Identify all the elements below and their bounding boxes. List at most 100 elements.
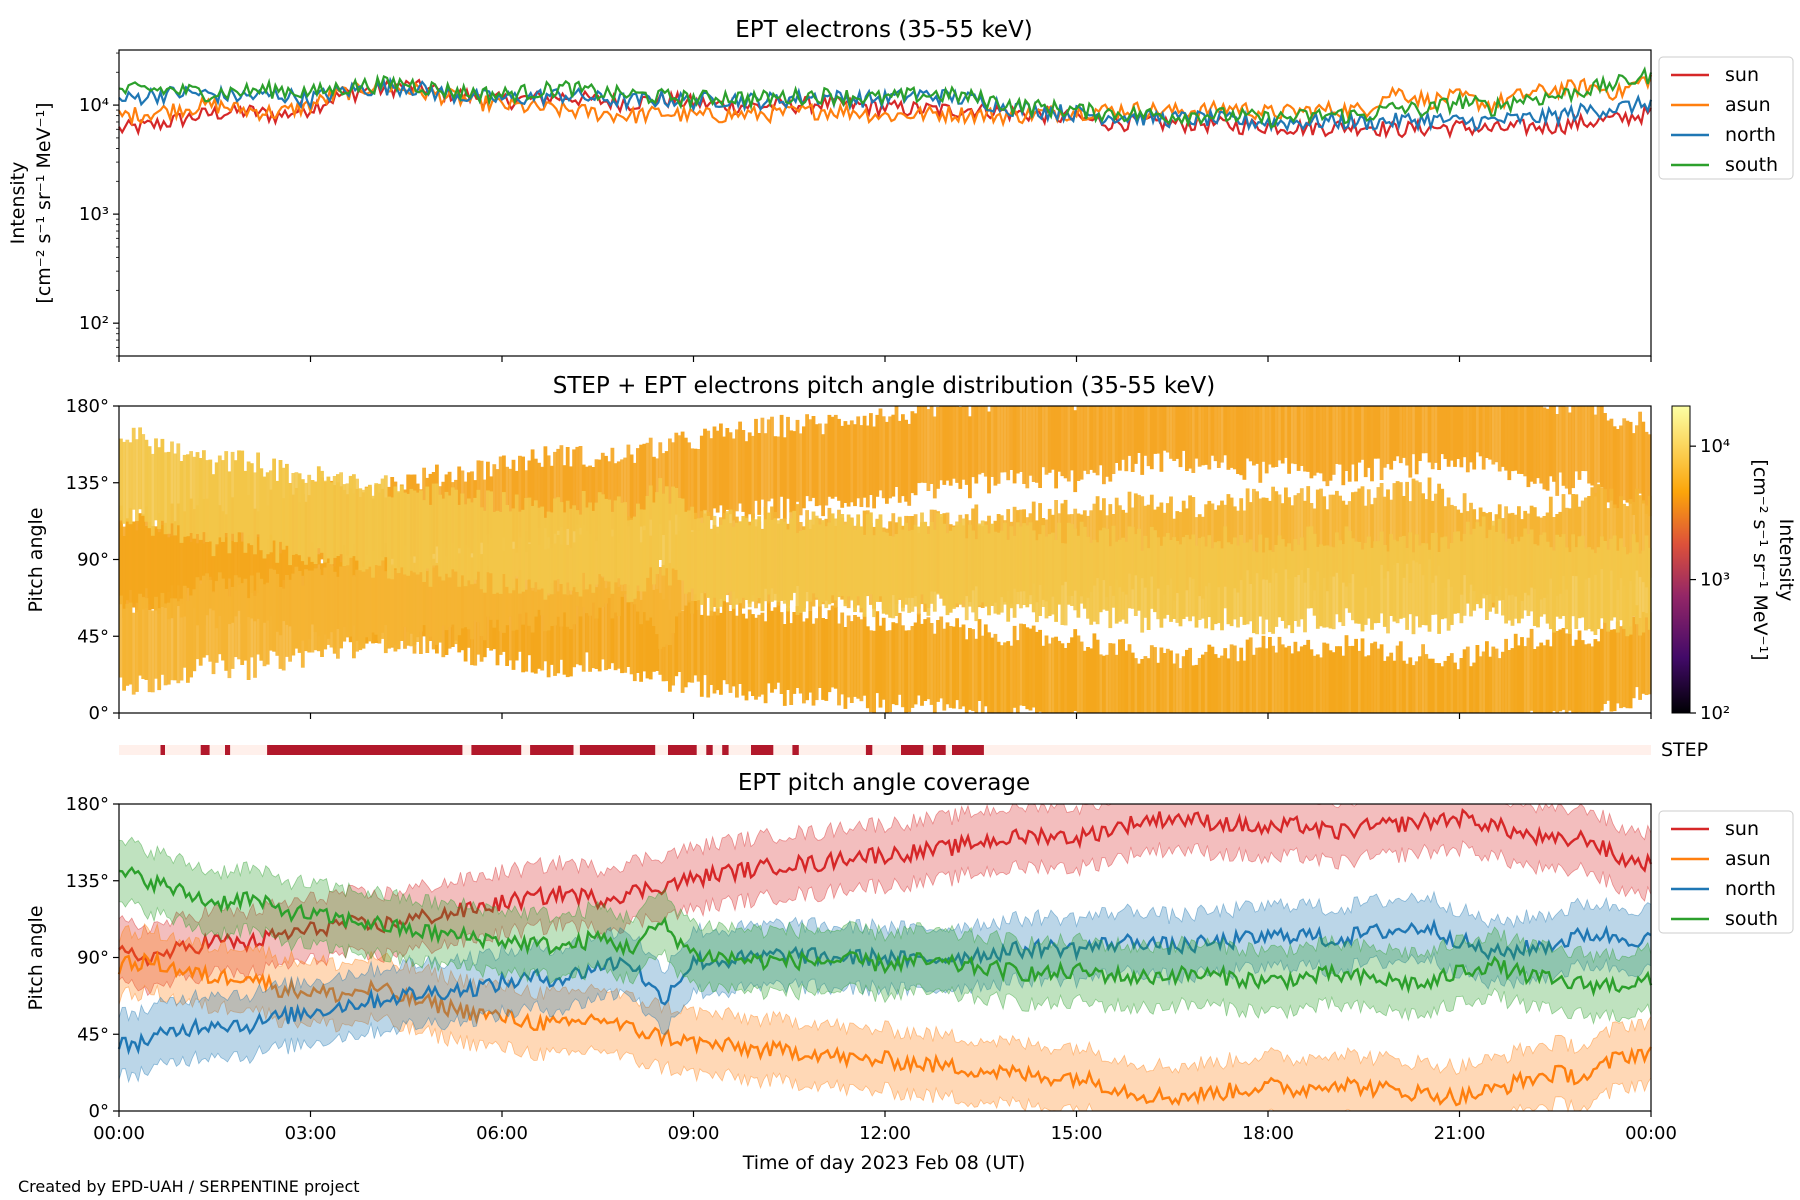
pad-cell-south — [585, 507, 589, 590]
pad-cell-south — [265, 472, 270, 555]
pad-cell-north — [645, 538, 650, 621]
pad-cell-north — [1414, 480, 1419, 563]
pad-cell-south — [1456, 531, 1461, 614]
step-background — [119, 745, 1651, 755]
pad-cell-north — [1188, 495, 1192, 578]
pad-cell-south — [138, 427, 142, 510]
pad-cell-asun — [176, 524, 181, 606]
pad-cell-south — [948, 530, 953, 613]
pad-cell-south — [1079, 521, 1084, 604]
pad-cell-sun — [1596, 406, 1601, 483]
pad-cell-sun — [1022, 406, 1026, 484]
pad-cell-asun — [1130, 652, 1135, 713]
footer-credit: Created by EPD-UAH / SERPENTINE project — [18, 1177, 360, 1196]
pad-cell-south — [802, 529, 806, 612]
pad-cell-asun — [1641, 611, 1646, 694]
pad-cell-south — [281, 467, 286, 550]
pad-cell-sun — [1462, 406, 1467, 458]
pad-cell-sun — [993, 406, 998, 486]
pad-cell-asun — [1038, 629, 1042, 712]
pad-cell-sun — [901, 414, 905, 497]
pad-cell-sun — [936, 406, 940, 489]
pad-cell-asun — [735, 615, 739, 698]
pad-cell-sun — [904, 419, 908, 502]
pad-cell-north — [1108, 504, 1113, 586]
pad-cell-south — [693, 519, 698, 601]
pad-cell-sun — [878, 408, 883, 491]
pad-cell-north — [275, 573, 280, 656]
pad-cell-asun — [1398, 641, 1403, 713]
pad-cell-north — [1357, 488, 1362, 571]
pad-cell-asun — [179, 535, 184, 618]
pad-cell-sun — [846, 424, 851, 507]
pad-cell-sun — [1510, 406, 1515, 472]
pad-cell-sun — [1647, 434, 1652, 517]
pad-cell-south — [1287, 543, 1291, 626]
pad-cell-north — [1638, 495, 1642, 578]
step-segment — [471, 745, 522, 755]
pad-cell-south — [719, 524, 723, 607]
pad-cell-sun — [1299, 406, 1304, 466]
pad-cell-south — [163, 452, 168, 535]
pad-cell-north — [1328, 494, 1333, 577]
pad-cell-asun — [1545, 639, 1550, 713]
pad-cell-sun — [1258, 406, 1263, 483]
pad-cell-south — [1405, 548, 1409, 630]
pad-cell-south — [1258, 534, 1263, 617]
pad-cell-south — [1408, 532, 1413, 615]
pad-cell-south — [891, 536, 896, 619]
pad-cell-south — [1175, 541, 1180, 623]
pad-cell-asun — [591, 586, 596, 669]
pad-cell-sun — [1204, 406, 1208, 465]
pad-cell-sun — [1373, 406, 1378, 459]
pad-cell-north — [294, 566, 299, 649]
pad-cell-sun — [1411, 406, 1416, 455]
pad-cell-sun — [1031, 406, 1036, 482]
pad-cell-sun — [1488, 406, 1492, 460]
pad-cell-north — [1574, 494, 1579, 577]
pad-cell-north — [457, 553, 462, 636]
pad-cell-asun — [1379, 644, 1384, 713]
step-label: STEP — [1661, 739, 1708, 761]
pad-cell-sun — [1430, 406, 1435, 470]
pad-cell-north — [233, 575, 238, 658]
pad-cell-asun — [1609, 629, 1614, 712]
pad-cell-sun — [1638, 411, 1642, 494]
pad-cell-asun — [668, 609, 672, 692]
pad-cell-south — [878, 514, 883, 597]
pad-cell-sun — [1242, 406, 1247, 480]
pad-cell-south — [313, 482, 318, 564]
pad-cell-sun — [1555, 414, 1560, 496]
pad-cell-sun — [1178, 406, 1183, 468]
pad-cell-asun — [1421, 644, 1425, 713]
pad-cell-north — [1437, 483, 1441, 566]
pad-x-ticks — [118, 713, 1652, 719]
pad-cell-south — [1073, 528, 1078, 611]
pad-cell-south — [556, 497, 561, 580]
pad-cell-south — [297, 473, 302, 556]
pad-cell-south — [428, 504, 433, 587]
pad-cell-asun — [1204, 651, 1208, 713]
pad-cell-asun — [833, 606, 838, 689]
pad-cell-asun — [537, 586, 541, 669]
pad-cell-sun — [1363, 406, 1368, 478]
pad-cell-north — [205, 573, 209, 656]
pad-cell-asun — [170, 536, 174, 619]
pad-cell-asun — [1041, 645, 1046, 713]
pad-cell-south — [419, 490, 423, 573]
pad-cell-asun — [1430, 658, 1435, 713]
pad-cell-north — [179, 598, 184, 681]
pad-cell-south — [1507, 538, 1512, 621]
pad-cell-sun — [1328, 406, 1333, 481]
pad-cell-sun — [747, 432, 752, 515]
pad-cell-asun — [1229, 644, 1234, 713]
pad-cell-south — [798, 531, 803, 613]
pad-cell-asun — [157, 532, 162, 614]
pad-cell-asun — [1019, 623, 1023, 706]
pad-cell-asun — [150, 527, 155, 610]
pad-cell-sun — [1395, 406, 1400, 457]
pad-cell-sun — [859, 425, 864, 507]
pad-cell-south — [961, 518, 966, 601]
pad-cell-south — [763, 519, 768, 602]
